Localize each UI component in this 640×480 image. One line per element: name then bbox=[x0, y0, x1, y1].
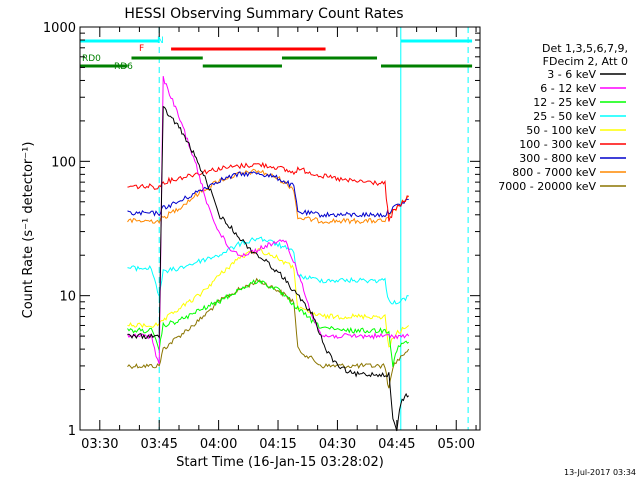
legend: Det 1,3,5,6,7,9,FDecim 2, Att 03 - 6 keV… bbox=[498, 42, 628, 193]
chart-title: HESSI Observing Summary Count Rates bbox=[124, 6, 403, 22]
legend-label-50-100-kev: 50 - 100 keV bbox=[526, 124, 596, 137]
series-line-100-300-kev bbox=[127, 161, 409, 222]
series-line-3-6-kev bbox=[127, 105, 410, 432]
series-line-6-12-kev bbox=[127, 75, 410, 365]
x-tick-label-03-30: 03:30 bbox=[81, 437, 118, 452]
x-tick-label-04-45: 04:45 bbox=[378, 437, 415, 452]
series-line-50-100-kev bbox=[127, 248, 410, 348]
legend-label-300-800-kev: 300 - 800 keV bbox=[519, 152, 596, 165]
plot-area: N F RD0 RD6 bbox=[80, 27, 473, 432]
x-tick-label-04-00: 04:00 bbox=[200, 437, 237, 452]
series-line-800-7000-kev bbox=[127, 168, 409, 225]
timestamp: 13-Jul-2017 03:34 bbox=[564, 468, 636, 477]
annotation-n-label: N bbox=[157, 36, 164, 46]
legend-label-800-7000-kev: 800 - 7000 keV bbox=[512, 166, 596, 179]
y-axis-label: Count Rate (s⁻¹ detector⁻¹) bbox=[21, 142, 36, 319]
annotation-rd6-label: RD6 bbox=[114, 62, 133, 72]
x-tick-label-04-30: 04:30 bbox=[319, 437, 356, 452]
annotation-f-label: F bbox=[139, 44, 144, 54]
x-tick-label-03-45: 03:45 bbox=[140, 437, 177, 452]
y-tick-label-10: 10 bbox=[59, 290, 76, 305]
y-tick-label-1: 1 bbox=[68, 424, 76, 439]
legend-label-25-50-kev: 25 - 50 keV bbox=[533, 110, 596, 123]
legend-header-line: Det 1,3,5,6,7,9, bbox=[542, 42, 628, 55]
series-line-25-50-kev bbox=[127, 236, 409, 305]
plot-frame bbox=[79, 26, 481, 431]
series-line-12-25-kev bbox=[127, 279, 409, 367]
annotation-rd0-label: RD0 bbox=[82, 54, 101, 64]
legend-label-12-25-kev: 12 - 25 keV bbox=[533, 96, 596, 109]
x-tick-label-05-00: 05:00 bbox=[438, 437, 475, 452]
y-axis: 1 10 100 1000 bbox=[43, 21, 480, 439]
legend-label-6-12-kev: 6 - 12 keV bbox=[540, 82, 596, 95]
legend-label-3-6-kev: 3 - 6 keV bbox=[547, 68, 596, 81]
legend-header-line: FDecim 2, Att 0 bbox=[543, 55, 628, 68]
legend-label-100-300-kev: 100 - 300 keV bbox=[519, 138, 596, 151]
series-line-300-800-kev bbox=[127, 171, 409, 218]
x-axis-label: Start Time (16-Jan-15 03:28:02) bbox=[176, 455, 384, 470]
x-axis: 03:30 03:45 04:00 04:15 04:30 04:45 05:00 bbox=[79, 27, 477, 452]
y-tick-label-100: 100 bbox=[51, 155, 76, 170]
series-line-7000-20000-kev bbox=[127, 277, 410, 389]
x-tick-label-04-15: 04:15 bbox=[259, 437, 296, 452]
legend-label-7000-20000-kev: 7000 - 20000 keV bbox=[498, 180, 596, 193]
y-tick-label-1000: 1000 bbox=[43, 21, 76, 36]
